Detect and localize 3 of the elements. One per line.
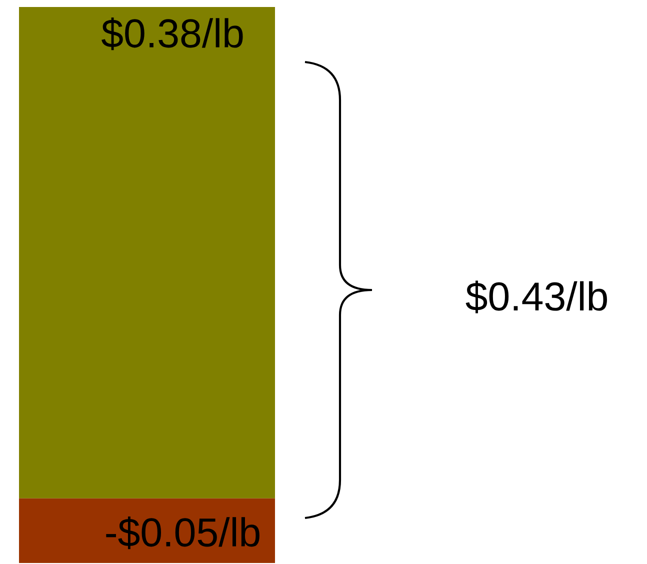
text: $0.43/lb bbox=[466, 280, 607, 314]
data-label: $0.38/lb bbox=[102, 17, 243, 50]
data-label: -$0.05/lb bbox=[106, 516, 260, 550]
